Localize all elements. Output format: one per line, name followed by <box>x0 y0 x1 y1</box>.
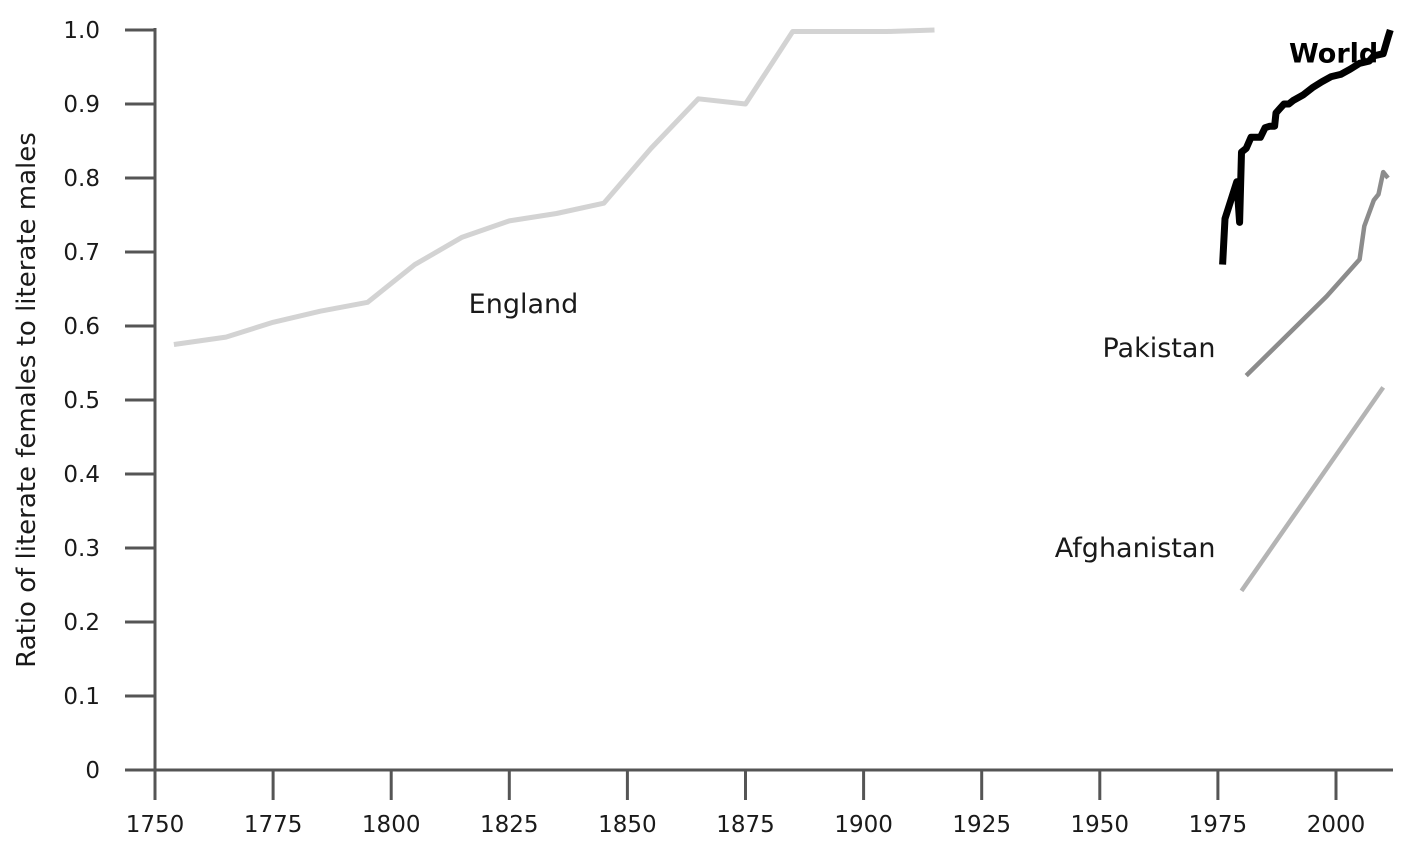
x-tick-label: 2000 <box>1307 812 1366 838</box>
england-series-line <box>173 27 935 347</box>
y-tick-label: 0.2 <box>63 610 100 636</box>
x-tick-label: 1975 <box>1189 812 1248 838</box>
y-tick-label: 0.4 <box>63 462 100 488</box>
pakistan-series-line <box>1244 169 1390 378</box>
afghanistan-series-label: Afghanistan <box>1055 533 1216 564</box>
series-lines <box>173 27 1394 593</box>
y-tick-label: 0.8 <box>63 166 100 192</box>
y-tick-label: 0.9 <box>63 92 100 118</box>
x-tick-label: 1800 <box>362 812 421 838</box>
axes: 0 0.1 0.2 0.3 0.4 0.5 0.6 0.7 0.8 0.9 1.0 1750 1775… <box>63 18 1393 838</box>
x-tick-label: 1950 <box>1071 812 1130 838</box>
y-tick-label: 0.6 <box>63 314 100 340</box>
x-tick-label: 1925 <box>952 812 1011 838</box>
afghanistan-series-line <box>1239 386 1386 593</box>
y-tick-label: 0.5 <box>63 388 100 414</box>
y-tick-label: 1.0 <box>63 18 100 44</box>
x-tick-label: 1825 <box>480 812 539 838</box>
world-series-label: World <box>1289 39 1378 70</box>
series-labels: England World Pakistan Afghanistan <box>469 39 1379 564</box>
world-series-line <box>1219 28 1394 265</box>
x-tick-label: 1750 <box>126 812 185 838</box>
y-axis-title: Ratio of literate females to literate ma… <box>12 132 42 668</box>
y-tick-label: 0.7 <box>63 240 100 266</box>
y-tick-label: 0.3 <box>63 536 100 562</box>
y-tick-label: 0.1 <box>63 684 100 710</box>
x-tick-label: 1900 <box>834 812 893 838</box>
y-tick-label: 0 <box>85 758 100 784</box>
pakistan-series-label: Pakistan <box>1102 333 1215 364</box>
x-tick-label: 1775 <box>244 812 303 838</box>
x-ticks: 1750 1775 1800 1825 1850 1875 1900 1925 1950 1975… <box>126 770 1366 838</box>
x-tick-label: 1875 <box>716 812 775 838</box>
england-series-label: England <box>469 289 579 320</box>
y-ticks: 0 0.1 0.2 0.3 0.4 0.5 0.6 0.7 0.8 0.9 1.0 <box>63 18 155 784</box>
x-tick-label: 1850 <box>598 812 657 838</box>
